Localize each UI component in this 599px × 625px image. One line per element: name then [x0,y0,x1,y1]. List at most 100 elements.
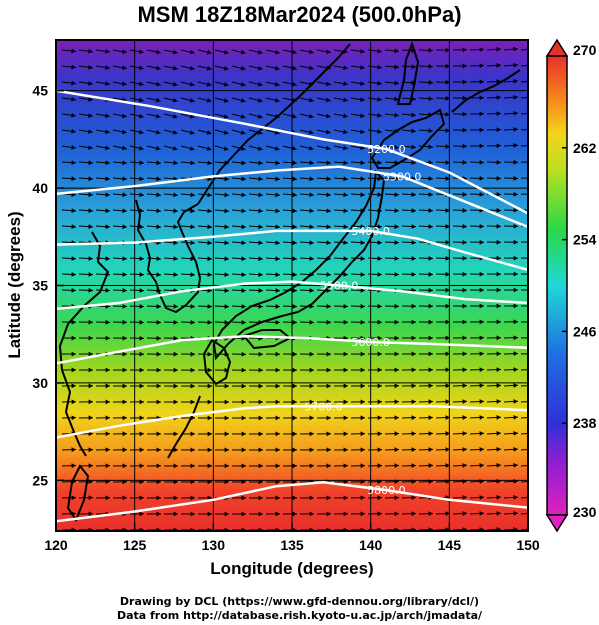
wind-arrowhead [88,97,93,102]
wind-arrowhead [241,383,246,389]
wind-arrowhead [122,447,127,453]
wind-arrowhead [411,415,416,421]
wind-arrowhead [173,399,178,405]
wind-arrowhead [257,146,263,151]
wind-arrowhead [377,96,382,102]
wind-arrowhead [207,192,212,198]
wind-arrowhead [428,511,433,517]
wind-arrowhead [206,130,212,135]
russia-coastline [197,43,351,205]
x-tick-label: 145 [438,537,462,553]
wind-arrowhead [531,192,535,197]
wind-arrowhead [411,256,416,261]
wind-arrowhead [223,114,229,119]
wind-arrowhead [394,271,399,277]
wind-arrowhead [343,192,348,198]
wind-arrowhead [531,288,535,293]
wind-arrowhead [394,319,399,325]
wind-arrowhead [88,208,93,214]
wind-arrowhead [88,415,93,421]
wind-arrowhead [275,447,280,453]
wind-arrowhead [326,240,331,246]
wind-arrowhead [275,304,280,309]
wind-arrowhead [326,351,331,357]
wind-arrowhead [531,160,535,165]
wind-arrowhead [428,335,433,341]
wind-arrowhead [121,145,127,151]
wind-arrowhead [479,319,484,325]
wind-arrowhead [122,65,127,71]
wind-arrowhead [462,511,467,516]
wind-arrowhead [343,479,348,485]
wind-arrowhead [275,192,280,198]
wind-arrowhead [241,256,246,262]
wind-arrowhead [224,463,229,469]
wind-arrowhead [496,255,501,261]
wind-arrowhead [411,447,416,453]
wind-arrowhead [360,113,365,118]
wind-arrowhead [206,81,212,87]
wind-arrowhead [377,256,382,261]
wind-arrowhead [411,479,416,485]
wind-arrowhead [207,240,212,246]
wind-arrowhead [139,367,144,373]
wind-arrowhead [156,351,161,357]
wind-arrowhead [496,495,501,500]
china-coastline [58,231,110,457]
wind-arrowhead [343,240,348,246]
wind-arrowhead [258,415,263,421]
wind-arrowhead [411,271,416,277]
wind-arrowhead [428,367,433,373]
wind-arrowhead [531,208,535,213]
x-tick-label: 135 [280,537,304,553]
wind-vectors [61,46,535,531]
wind-arrowhead [325,97,331,103]
wind-arrowhead [394,240,399,245]
wind-arrowhead [224,415,229,421]
y-tick-label: 45 [32,83,48,99]
wind-arrowhead [496,479,501,484]
wind-arrowhead [308,129,314,135]
wind-arrowhead [105,383,110,389]
wind-arrowhead [139,511,144,517]
wind-arrowhead [377,240,382,245]
wind-arrowhead [513,191,518,197]
wind-arrowhead [292,511,297,517]
wind-arrowhead [326,415,331,421]
wind-arrowhead [531,303,535,308]
wind-arrowhead [343,383,348,389]
wind-arrowhead [138,81,144,87]
wind-arrowhead [156,176,161,182]
wind-arrowhead [309,447,314,453]
wind-arrowhead [88,287,93,293]
wind-arrowhead [122,288,127,293]
wind-arrowhead [71,256,76,261]
wind-arrowhead [496,351,501,357]
contour-label: 5500.0 [320,280,359,293]
wind-arrowhead [156,304,161,309]
wind-arrowhead [71,383,76,389]
wind-arrowhead [308,49,314,55]
wind-arrowhead [360,240,365,245]
wind-arrowhead [394,96,399,102]
wind-arrowhead [530,399,535,404]
wind-arrowhead [343,256,348,261]
wind-arrowhead [88,129,93,134]
wind-arrowhead [360,160,365,166]
wind-arrowhead [360,145,365,151]
wind-arrowhead [292,399,297,405]
wind-arrowhead [258,463,263,469]
wind-arrowhead [479,287,484,293]
wind-arrowhead [172,49,178,55]
wind-arrowhead [462,447,467,452]
wind-arrowhead [479,223,484,229]
sakhalin-coastline [396,41,420,105]
wind-arrowhead [513,335,518,341]
wind-arrowhead [343,463,348,469]
wind-arrowhead [496,191,501,197]
wind-arrowhead [241,447,246,453]
x-tick-label: 140 [359,537,383,553]
wind-arrowhead [530,511,535,516]
wind-arrowhead [394,208,399,213]
